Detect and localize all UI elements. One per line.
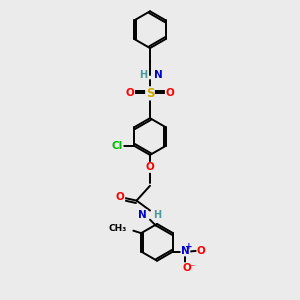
Text: O: O — [197, 246, 206, 256]
Text: CH₃: CH₃ — [109, 224, 127, 233]
Text: O: O — [165, 88, 174, 98]
Text: O: O — [146, 162, 154, 172]
Text: O: O — [126, 88, 135, 98]
Text: N: N — [181, 246, 190, 256]
Text: +: + — [185, 242, 193, 251]
Text: N: N — [154, 70, 162, 80]
Text: ⁻: ⁻ — [189, 263, 194, 273]
Text: H: H — [154, 210, 162, 220]
Text: H: H — [139, 70, 147, 80]
Text: O: O — [182, 263, 191, 273]
Text: O: O — [116, 192, 125, 202]
Text: Cl: Cl — [112, 141, 123, 151]
Text: N: N — [138, 210, 147, 220]
Text: S: S — [146, 87, 154, 100]
